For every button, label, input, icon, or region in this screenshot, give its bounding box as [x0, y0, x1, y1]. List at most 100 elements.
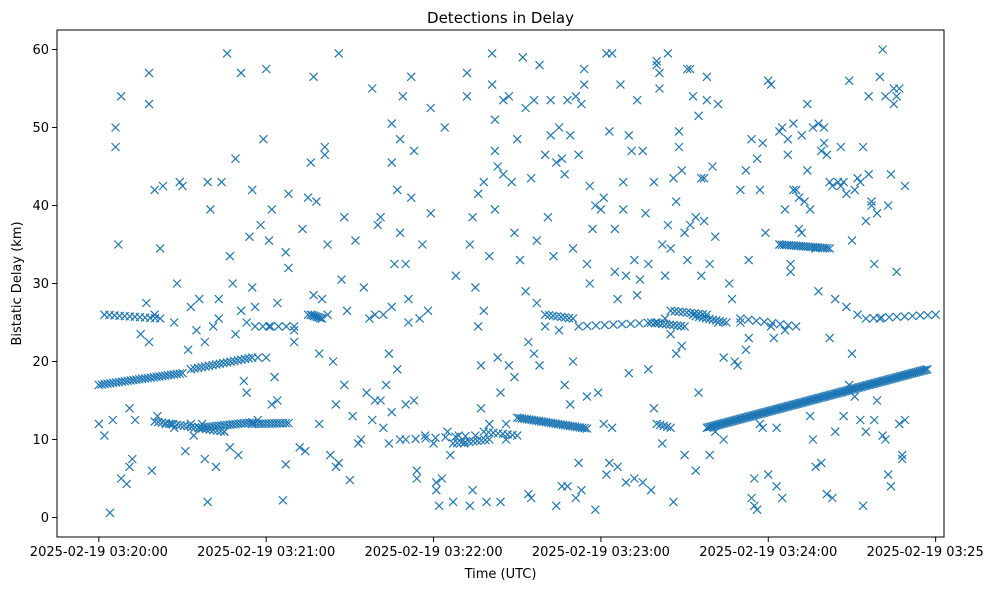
data-point [565, 399, 575, 409]
data-point [680, 228, 690, 238]
data-point [175, 420, 185, 430]
data-point [685, 64, 695, 74]
data-point [222, 357, 232, 367]
data-point [579, 64, 589, 74]
data-point [822, 243, 832, 253]
data-point [892, 312, 902, 322]
data-point [236, 306, 246, 316]
data-point [574, 321, 584, 331]
data-point [479, 177, 489, 187]
data-point [175, 177, 185, 187]
data-point [242, 388, 252, 398]
data-point [638, 477, 648, 487]
data-point [281, 247, 291, 257]
data-point [468, 485, 478, 495]
data-point [699, 173, 709, 183]
data-point [445, 450, 455, 460]
data-point [814, 286, 823, 296]
data-point [247, 282, 257, 292]
data-point [650, 318, 660, 328]
data-point [307, 310, 317, 320]
data-point [473, 189, 483, 199]
data-point [836, 142, 846, 152]
data-point [136, 329, 146, 339]
data-point [364, 314, 374, 324]
data-point [342, 306, 352, 316]
data-point [629, 255, 639, 265]
data-point [401, 259, 411, 269]
data-point [694, 111, 703, 121]
data-point [617, 319, 627, 329]
data-point [208, 321, 218, 331]
data-point [144, 68, 154, 78]
data-point [883, 470, 893, 480]
data-point [766, 80, 776, 90]
data-point [420, 431, 430, 441]
data-point [618, 204, 628, 214]
data-point [204, 361, 214, 371]
data-point [652, 56, 662, 66]
data-point [409, 146, 419, 156]
data-point [434, 501, 444, 511]
data-point [694, 388, 703, 398]
data-point [897, 450, 907, 460]
data-point [607, 423, 617, 433]
data-point [608, 320, 618, 330]
data-point [245, 232, 254, 242]
data-point [348, 411, 358, 421]
data-point [501, 435, 511, 444]
data-point [484, 251, 494, 261]
data-point [314, 349, 324, 359]
data-point [225, 251, 235, 261]
data-point [540, 150, 550, 160]
data-point [452, 438, 462, 448]
data-point [786, 259, 796, 269]
data-point [178, 181, 187, 191]
data-point [900, 415, 910, 425]
data-point [111, 142, 120, 152]
data-point [387, 158, 397, 168]
data-point [284, 418, 293, 428]
data-point [150, 310, 160, 320]
data-point [897, 454, 907, 464]
data-point [448, 497, 458, 507]
data-point [179, 421, 189, 431]
data-point [264, 236, 274, 246]
data-point [113, 240, 123, 249]
data-point [662, 422, 672, 432]
data-point [686, 308, 696, 318]
data-point [808, 435, 818, 444]
data-point [208, 360, 217, 370]
data-point [320, 150, 330, 160]
data-point [256, 220, 266, 230]
data-point [691, 212, 701, 222]
data-point [613, 462, 623, 472]
data-point [543, 212, 553, 222]
x-tick-label: 2025-02-19 03:20:00 [30, 545, 168, 560]
y-tick-label: 30 [32, 277, 49, 292]
data-point [777, 493, 787, 503]
data-point [814, 119, 823, 129]
data-point [247, 417, 257, 427]
data-point [861, 216, 871, 226]
data-point [808, 123, 818, 132]
data-point [825, 333, 835, 343]
data-point [484, 419, 494, 429]
data-point [844, 76, 854, 86]
data-point [193, 363, 203, 373]
data-point [441, 432, 450, 442]
data-point [805, 204, 815, 214]
data-point [621, 271, 631, 281]
data-point [702, 72, 712, 82]
data-point [822, 150, 832, 160]
data-point [830, 294, 840, 304]
data-point [641, 208, 650, 218]
data-point [719, 353, 729, 363]
data-point [836, 181, 846, 191]
data-point [395, 134, 405, 144]
data-point [869, 259, 879, 269]
data-point [270, 372, 279, 382]
data-point [574, 150, 584, 160]
data-point [214, 314, 224, 324]
data-point [309, 72, 319, 82]
